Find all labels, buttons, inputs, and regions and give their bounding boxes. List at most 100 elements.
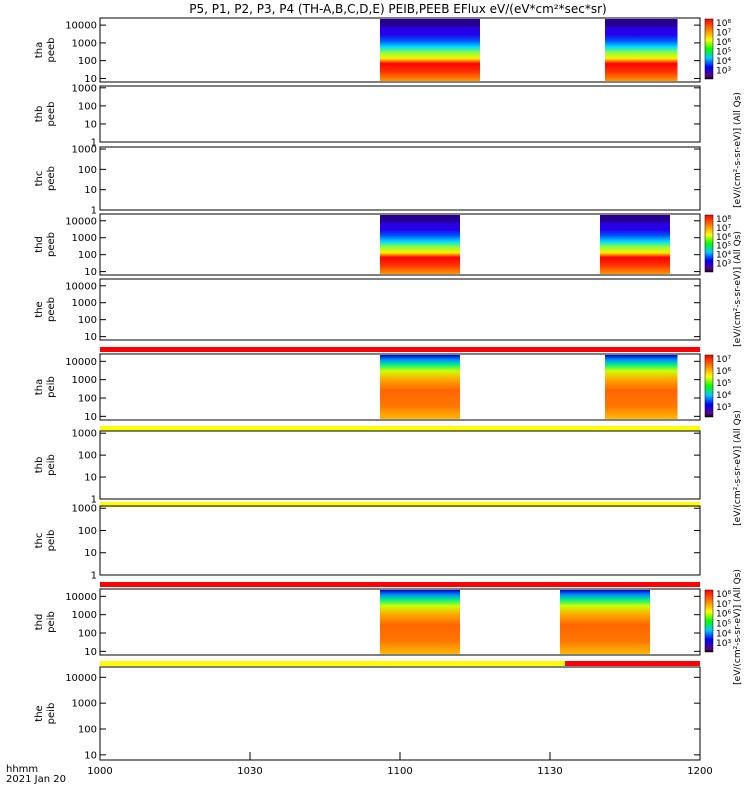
panel-frame-thb_peib xyxy=(99,430,701,500)
colorbar-tick-thd_peeb-5: 10³ xyxy=(716,260,731,270)
spectrogram-block-thd_peib-0 xyxy=(380,590,460,654)
spectrogram-noise-tha_peeb-0 xyxy=(380,19,480,27)
y-tick-label-thb_peib-0: 1 xyxy=(91,495,97,506)
colorbar-tick-tha_peeb-4: 10⁴ xyxy=(716,57,731,67)
panel-frame-thc_peib xyxy=(99,505,701,576)
colorbar-tick-thd_peeb-0: 10⁸ xyxy=(716,215,731,225)
y-tick-label-thd_peib-0: 10 xyxy=(84,647,97,658)
y-tick-label-thb_peeb-3: 1000 xyxy=(72,83,97,94)
colorbar-tick-thd_peeb-2: 10⁶ xyxy=(716,233,731,243)
y-label-product-thd_peib: peib xyxy=(46,611,57,633)
colorbar-thd_peib xyxy=(704,589,714,653)
y-tick-label-thb_peib-3: 1000 xyxy=(72,429,97,440)
y-label-product-the_peeb: peeb xyxy=(46,297,57,322)
y-label-product-the_peib: peib xyxy=(46,703,57,725)
panel-frame-tha_peib xyxy=(99,353,701,421)
colorbar-tick-thd_peeb-4: 10⁴ xyxy=(716,251,731,261)
y-label-probe-thc_peib: thc xyxy=(34,533,45,549)
y-tick-label-thc_peib-1: 10 xyxy=(84,548,97,559)
y-tick-label-thb_peib-2: 100 xyxy=(78,451,97,462)
panel-thc_peeb: 1 10 100 1000 thc peeb xyxy=(34,145,701,217)
colorbar-tick-tha_peib-1: 10⁶ xyxy=(716,367,731,377)
spectrogram-block-tha_peib-0 xyxy=(380,355,460,419)
status-bar-thb_peib xyxy=(100,502,700,507)
colorbar-label-3: [eV/(cm²-s-sr-eV)] (All Qs) xyxy=(733,569,743,685)
x-tick-label-0: 1000 xyxy=(87,766,112,777)
y-tick-label-thc_peib-2: 100 xyxy=(78,526,97,537)
y-tick-label-thc_peeb-0: 1 xyxy=(91,206,97,217)
spectrogram-block-tha_peeb-0 xyxy=(380,19,480,81)
panel-thb_peib: 1 10 100 1000 thb peib xyxy=(34,429,701,507)
y-tick-label-thc_peeb-2: 100 xyxy=(78,165,97,176)
panel-the_peeb: 10 100 1000 10000 the peeb xyxy=(34,278,701,352)
status-bar-tha_peib xyxy=(100,426,700,431)
y-label-probe-the_peib: the xyxy=(34,705,45,721)
x-tick-label-3: 1130 xyxy=(537,766,562,777)
status-bar-thc_peib xyxy=(100,582,700,587)
y-tick-label-the_peeb-1: 100 xyxy=(78,315,97,326)
panel-thc_peib: 1 10 100 1000 thc peib xyxy=(34,504,701,587)
y-label-product-thb_peeb: peeb xyxy=(46,102,57,127)
y-tick-label-thc_peeb-1: 10 xyxy=(84,185,97,196)
y-tick-label-thd_peeb-3: 10000 xyxy=(65,216,97,227)
colorbar-tick-thd_peib-3: 10⁵ xyxy=(716,619,731,629)
y-label-probe-thd_peib: thd xyxy=(34,614,45,631)
status-bar-the_peeb xyxy=(100,347,700,352)
panel-frame-the_peeb xyxy=(99,278,701,341)
panel-frame-tha_peeb xyxy=(99,17,701,83)
y-label-product-tha_peeb: peeb xyxy=(46,38,57,63)
y-tick-label-thd_peib-3: 10000 xyxy=(65,592,97,603)
status-bar-thd_peib-b xyxy=(565,661,700,666)
x-axis: 1000 1030 1100 1130 1200 xyxy=(87,752,713,777)
y-label-product-thc_peib: peib xyxy=(46,530,57,552)
x-axis-label-line1: hhmm xyxy=(6,764,38,775)
y-tick-label-thb_peeb-2: 100 xyxy=(78,101,97,112)
y-label-product-thb_peib: peib xyxy=(46,454,57,476)
y-tick-label-tha_peeb-2: 1000 xyxy=(72,38,97,49)
colorbar-tha_peeb xyxy=(704,18,714,80)
colorbar-tick-tha_peeb-0: 10⁸ xyxy=(716,19,731,29)
y-tick-label-thc_peib-0: 1 xyxy=(91,571,97,582)
panel-frame-thc_peeb xyxy=(99,146,701,211)
y-label-probe-thb_peeb: thb xyxy=(34,106,45,123)
status-bar-thd_peib-a xyxy=(100,661,565,666)
panel-frame-thd_peeb xyxy=(99,213,701,276)
colorbar-tick-thd_peeb-1: 10⁷ xyxy=(716,224,731,234)
y-tick-label-tha_peib-3: 10000 xyxy=(65,357,97,368)
colorbar-tick-tha_peeb-3: 10⁵ xyxy=(716,47,731,57)
y-tick-label-tha_peib-1: 100 xyxy=(78,394,97,405)
colorbar-tick-tha_peeb-5: 10³ xyxy=(716,66,731,76)
colorbar-thd_peeb xyxy=(704,214,714,273)
y-tick-label-thd_peib-1: 100 xyxy=(78,629,97,640)
spectrogram-noise-thd_peeb-1 xyxy=(600,215,670,223)
y-tick-label-tha_peeb-1: 100 xyxy=(78,56,97,67)
y-label-product-tha_peib: peib xyxy=(46,376,57,398)
panel-frame-thd_peib xyxy=(99,588,701,656)
colorbar-label-0: [eV/(cm²-s-sr-eV)] (All Qs) xyxy=(733,92,743,208)
y-tick-label-the_peib-3: 10000 xyxy=(65,673,97,684)
panel-frame-thb_peeb xyxy=(99,85,701,143)
spectrogram-noise-tha_peeb-1 xyxy=(605,19,678,27)
panel-thb_peeb: 1 10 100 1000 thb peeb xyxy=(34,83,701,149)
spectrogram-block-tha_peeb-1 xyxy=(605,19,678,81)
colorbar-tick-thd_peib-1: 10⁷ xyxy=(716,600,731,610)
colorbar-tick-tha_peeb-1: 10⁷ xyxy=(716,28,731,38)
y-tick-label-thb_peib-1: 10 xyxy=(84,473,97,484)
y-label-probe-the_peeb: the xyxy=(34,301,45,317)
colorbar-tick-thd_peib-4: 10⁴ xyxy=(716,629,731,639)
spectrogram-block-thd_peeb-0 xyxy=(380,215,460,274)
spectrogram-block-thd_peeb-1 xyxy=(600,215,670,274)
y-tick-label-thd_peeb-0: 10 xyxy=(84,267,97,278)
y-tick-label-thd_peeb-2: 1000 xyxy=(72,233,97,244)
colorbar-tha_peib xyxy=(704,354,714,418)
colorbar-tick-tha_peeb-2: 10⁶ xyxy=(716,38,731,48)
y-tick-label-tha_peeb-3: 10000 xyxy=(65,21,97,32)
colorbar-tick-tha_peib-4: 10³ xyxy=(716,403,731,413)
panel-frame-the_peib xyxy=(99,666,701,761)
x-axis-label-line2: 2021 Jan 20 xyxy=(6,774,66,785)
panel-the_peib: 10 100 1000 10000 the peib xyxy=(34,666,701,761)
